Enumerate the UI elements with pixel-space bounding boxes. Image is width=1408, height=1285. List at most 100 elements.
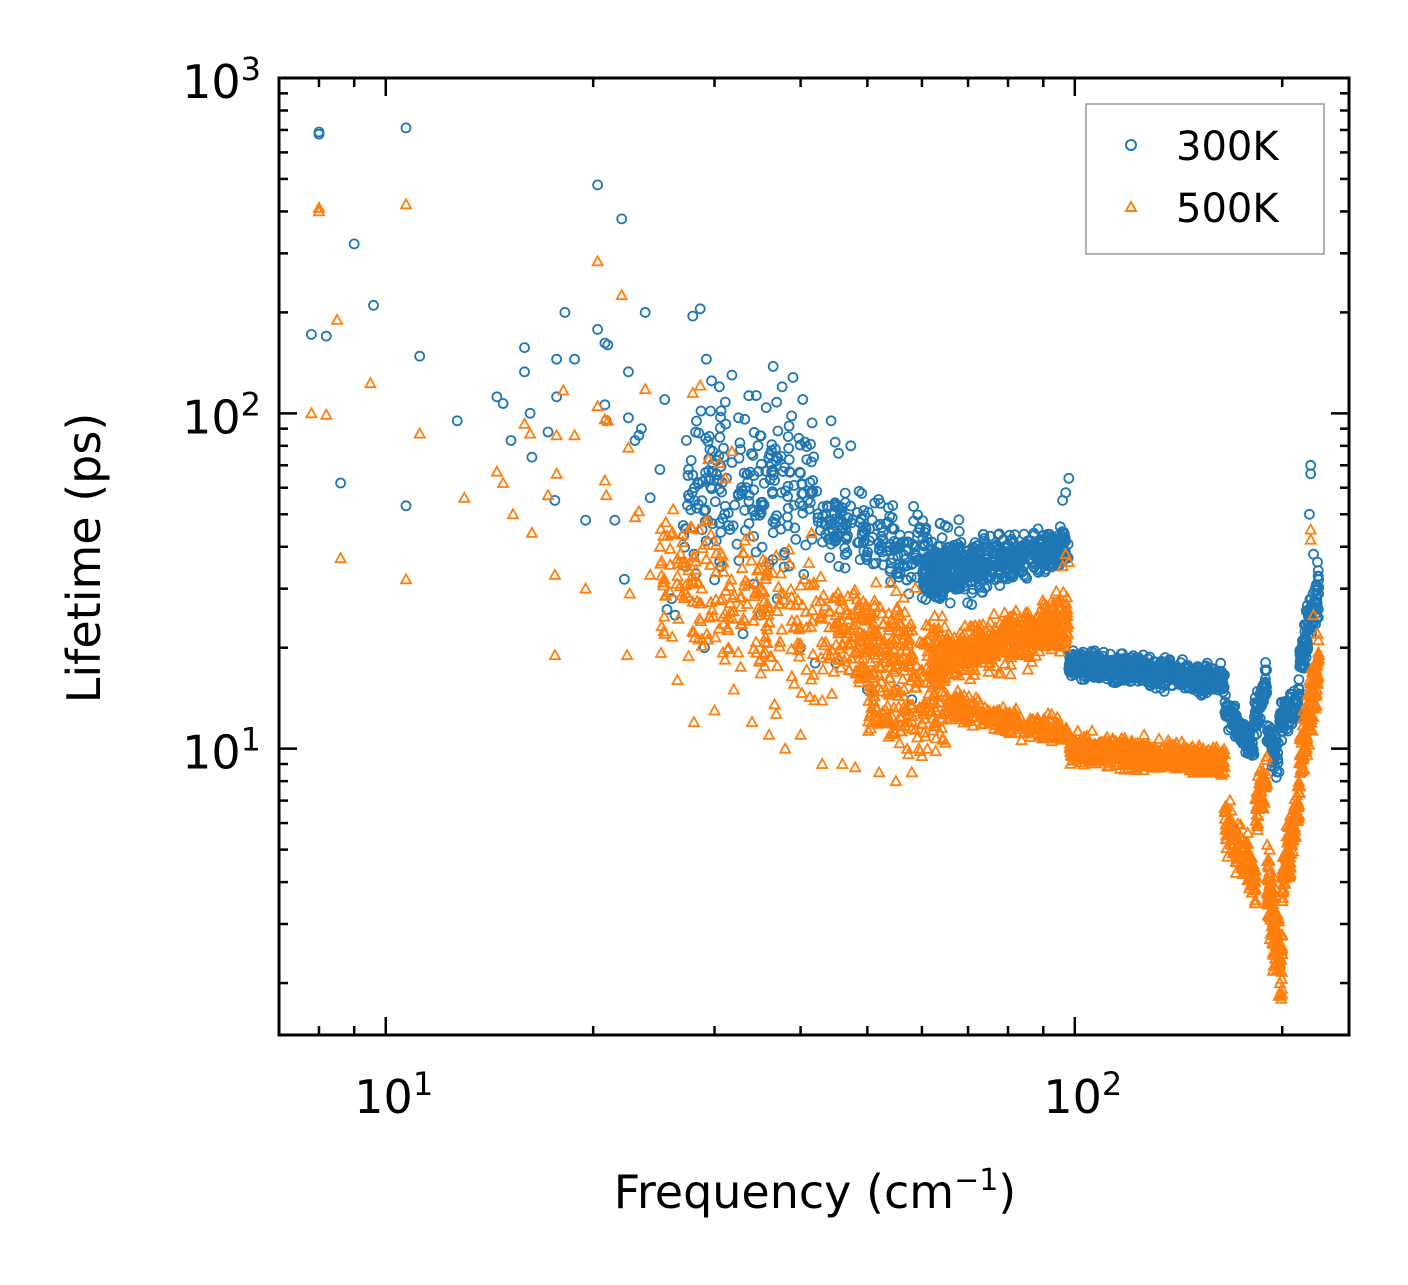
point-500k xyxy=(833,602,847,614)
point-500k xyxy=(692,596,707,609)
point-500k xyxy=(885,709,899,722)
point-300k xyxy=(908,500,919,512)
point-300k xyxy=(839,562,851,574)
point-500k xyxy=(1082,753,1096,766)
point-300k xyxy=(1238,719,1250,730)
point-500k xyxy=(675,535,690,547)
point-300k xyxy=(800,539,812,551)
point-500k xyxy=(1236,858,1250,871)
point-500k xyxy=(854,634,868,647)
point-300k xyxy=(1302,642,1314,654)
point-500k xyxy=(1021,662,1035,675)
point-300k xyxy=(750,390,762,401)
point-500k xyxy=(957,648,971,661)
point-300k xyxy=(812,508,824,520)
point-500k xyxy=(964,703,978,716)
point-300k xyxy=(727,520,739,532)
point-500k xyxy=(861,714,875,727)
point-500k xyxy=(887,664,902,677)
point-500k xyxy=(723,579,737,591)
point-300k xyxy=(790,534,802,545)
point-500k xyxy=(1219,799,1233,812)
point-300k xyxy=(569,353,580,365)
point-500k xyxy=(1007,609,1022,622)
point-500k xyxy=(890,659,904,671)
point-500k xyxy=(802,577,817,590)
point-500k xyxy=(1268,926,1282,938)
point-500k xyxy=(709,565,723,578)
point-300k xyxy=(1001,573,1013,585)
point-300k xyxy=(719,508,731,520)
point-500k xyxy=(875,716,889,729)
point-300k xyxy=(720,418,732,430)
point-500k xyxy=(797,572,811,584)
point-500k xyxy=(785,614,799,626)
point-500k xyxy=(887,642,901,655)
point-500k xyxy=(1031,638,1045,651)
point-300k xyxy=(861,554,873,566)
point-300k xyxy=(787,371,799,383)
point-300k xyxy=(1290,693,1301,705)
point-300k xyxy=(833,561,845,572)
point-300k xyxy=(898,549,910,561)
point-500k xyxy=(746,614,760,626)
point-500k xyxy=(934,645,948,658)
point-500k xyxy=(725,591,740,603)
point-500k xyxy=(865,638,879,651)
point-500k xyxy=(1022,630,1036,642)
point-500k xyxy=(1037,728,1051,741)
point-500k xyxy=(998,623,1012,635)
point-500k xyxy=(863,668,877,680)
point-500k xyxy=(953,633,967,645)
point-500k xyxy=(880,651,894,664)
point-500k xyxy=(967,668,981,680)
point-500k xyxy=(802,556,816,568)
point-300k xyxy=(1244,736,1256,747)
point-500k xyxy=(725,611,739,624)
point-500k xyxy=(868,636,882,649)
point-500k xyxy=(1262,908,1276,921)
point-500k xyxy=(1257,776,1271,789)
point-500k xyxy=(1055,606,1070,619)
point-500k xyxy=(716,645,730,658)
point-300k xyxy=(918,580,929,592)
point-300k xyxy=(939,520,951,532)
point-500k xyxy=(888,631,902,644)
point-300k xyxy=(884,565,896,577)
point-500k xyxy=(783,556,797,569)
point-500k xyxy=(770,659,784,671)
point-300k xyxy=(1102,668,1113,680)
point-300k xyxy=(1263,721,1275,733)
point-500k xyxy=(1009,603,1023,616)
point-500k xyxy=(1262,860,1276,873)
point-300k xyxy=(1268,743,1280,755)
point-500k xyxy=(896,672,910,685)
point-300k xyxy=(368,299,379,311)
point-500k xyxy=(716,555,730,568)
point-300k xyxy=(853,485,865,497)
point-500k xyxy=(908,580,922,593)
point-500k xyxy=(814,570,828,582)
point-500k xyxy=(1021,620,1036,633)
point-500k xyxy=(920,741,934,754)
point-300k xyxy=(1229,700,1241,712)
point-300k xyxy=(707,518,718,530)
point-500k xyxy=(799,620,814,633)
point-300k xyxy=(856,487,868,499)
point-500k xyxy=(1151,752,1165,764)
point-500k xyxy=(1241,826,1255,838)
point-500k xyxy=(718,652,732,665)
point-500k xyxy=(952,645,966,658)
point-300k xyxy=(934,593,946,604)
point-500k xyxy=(660,528,674,541)
point-500k xyxy=(1109,735,1123,748)
point-500k xyxy=(1137,728,1151,740)
point-500k xyxy=(987,649,1001,662)
point-500k xyxy=(882,620,896,632)
point-300k xyxy=(950,583,961,595)
point-300k xyxy=(681,523,692,535)
point-300k xyxy=(912,509,924,521)
point-300k xyxy=(1005,549,1017,561)
point-300k xyxy=(1108,665,1120,676)
